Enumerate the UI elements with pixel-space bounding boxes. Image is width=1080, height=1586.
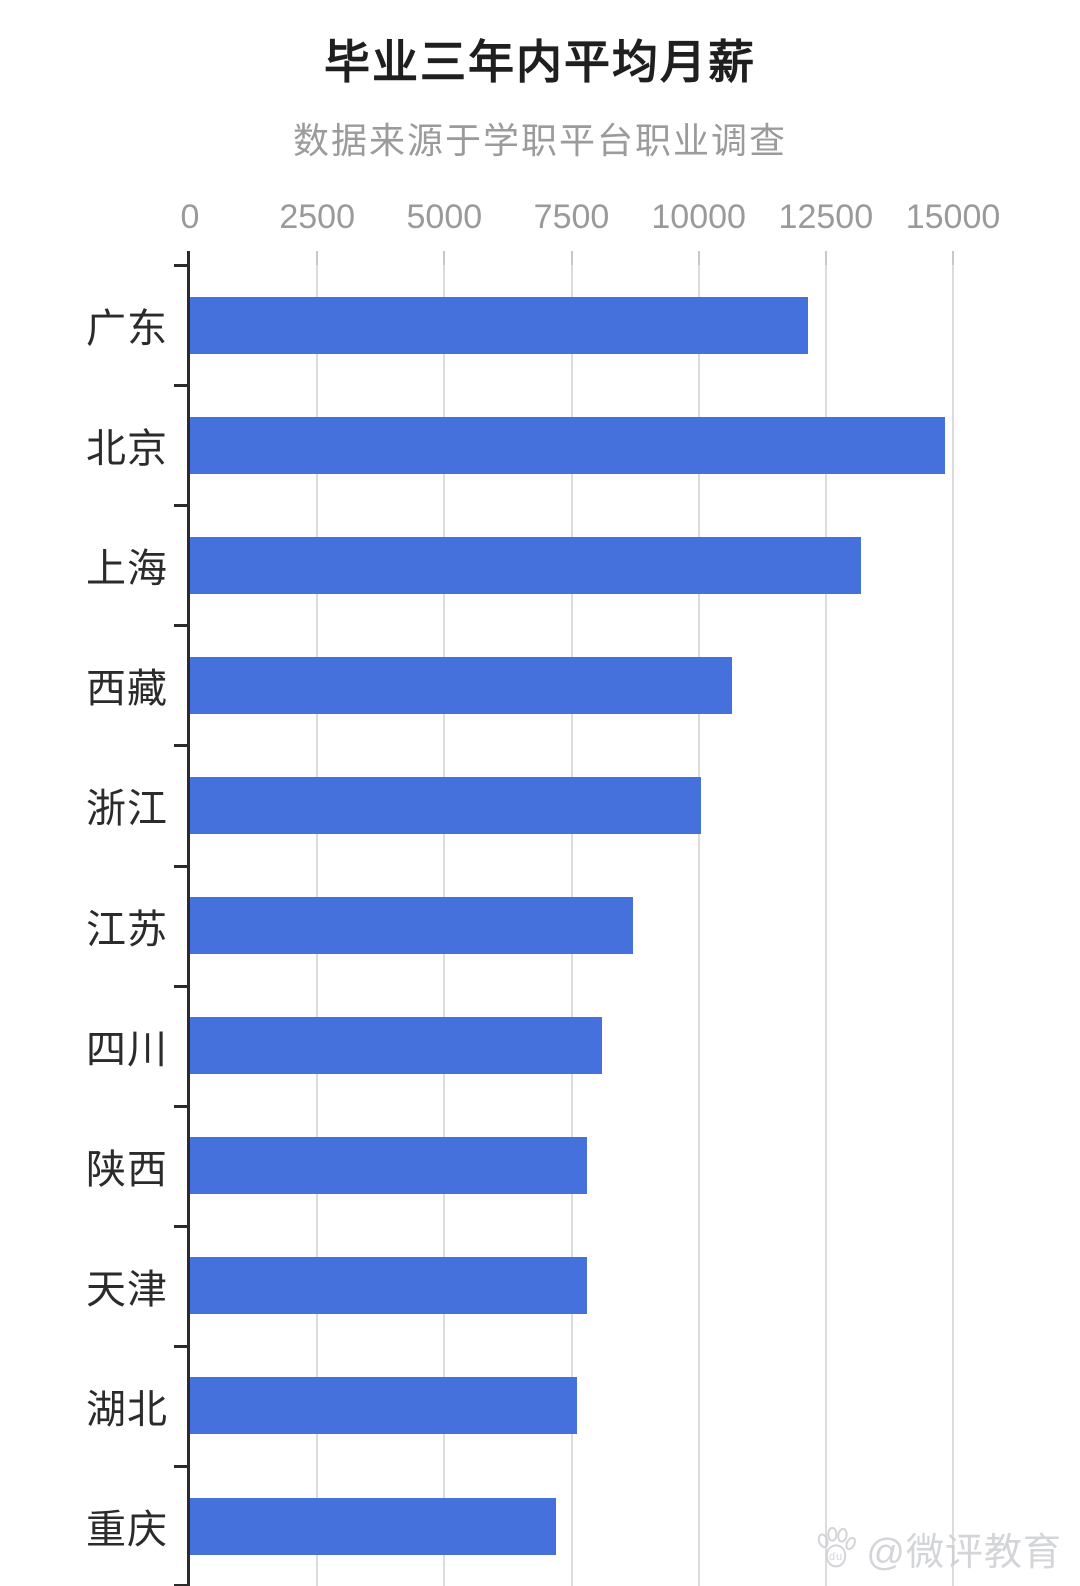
y-axis-tick [174,864,190,868]
chart-subtitle: 数据来源于学职平台职业调查 [292,120,787,161]
y-axis-tick [174,984,190,988]
y-axis-tick [174,1224,190,1228]
y-axis-tick [174,1344,190,1348]
x-tick-label-7500: 7500 [533,198,610,236]
category-label-浙江: 浙江 [86,787,168,832]
bar-重庆 [190,1497,557,1555]
x-axis-tick-15000 [952,251,954,265]
x-tick-label-15000: 15000 [905,198,1001,236]
category-label-广东: 广东 [86,307,168,352]
bar-浙江 [190,776,702,834]
bar-湖北 [190,1377,577,1435]
x-axis-tick-labels: 0 2500 5000 7500 10000 12500 15000 [181,198,1035,238]
bar-西藏 [190,656,732,714]
category-label-四川: 四川 [86,1027,168,1072]
y-axis-tick [174,1104,190,1108]
y-axis-tick [174,744,190,748]
x-axis-tick-12500 [824,251,827,265]
bar-江苏 [190,897,633,955]
x-axis-tick-10000 [697,251,700,265]
x-tick-label-10000: 10000 [651,198,746,236]
y-axis-tick [174,624,190,628]
y-axis-tick [174,504,190,508]
y-axis-tick [174,384,190,388]
category-label-天津: 天津 [86,1267,168,1312]
category-label-江苏: 江苏 [86,907,168,952]
category-label-西藏: 西藏 [86,667,168,712]
bar-广东 [190,296,809,354]
plot-area [174,251,1035,1586]
y-axis-tick [174,1465,190,1468]
gridline-15000 [952,265,954,1586]
y-axis-tick [174,1584,190,1586]
x-tick-label-12500: 12500 [778,198,874,236]
category-label-陕西: 陕西 [86,1147,168,1192]
category-label-湖北: 湖北 [86,1387,168,1432]
category-label-北京: 北京 [86,427,168,472]
y-axis-category-labels: 广东北京上海西藏浙江江苏四川陕西天津湖北重庆 [0,265,168,1586]
x-axis-tick-0 [187,251,190,265]
category-label-重庆: 重庆 [86,1508,168,1553]
x-axis-tick-5000 [443,251,446,265]
y-axis-tick [174,264,190,267]
x-tick-label-5000: 5000 [406,198,483,236]
gridline-12500 [824,265,827,1586]
bar-天津 [190,1257,587,1315]
x-axis-tick-2500 [316,251,319,265]
bar-四川 [190,1017,603,1075]
x-tick-label-2500: 2500 [279,198,355,236]
chart-title: 毕业三年内平均月薪 [324,36,756,88]
x-tick-label-0: 0 [180,198,200,236]
y-axis-spine [187,265,190,1586]
bar-北京 [190,416,946,474]
category-label-上海: 上海 [86,547,168,592]
bar-陕西 [190,1137,587,1195]
x-axis-tick-7500 [570,251,573,265]
gridline-10000 [697,265,700,1586]
bar-上海 [190,536,862,594]
